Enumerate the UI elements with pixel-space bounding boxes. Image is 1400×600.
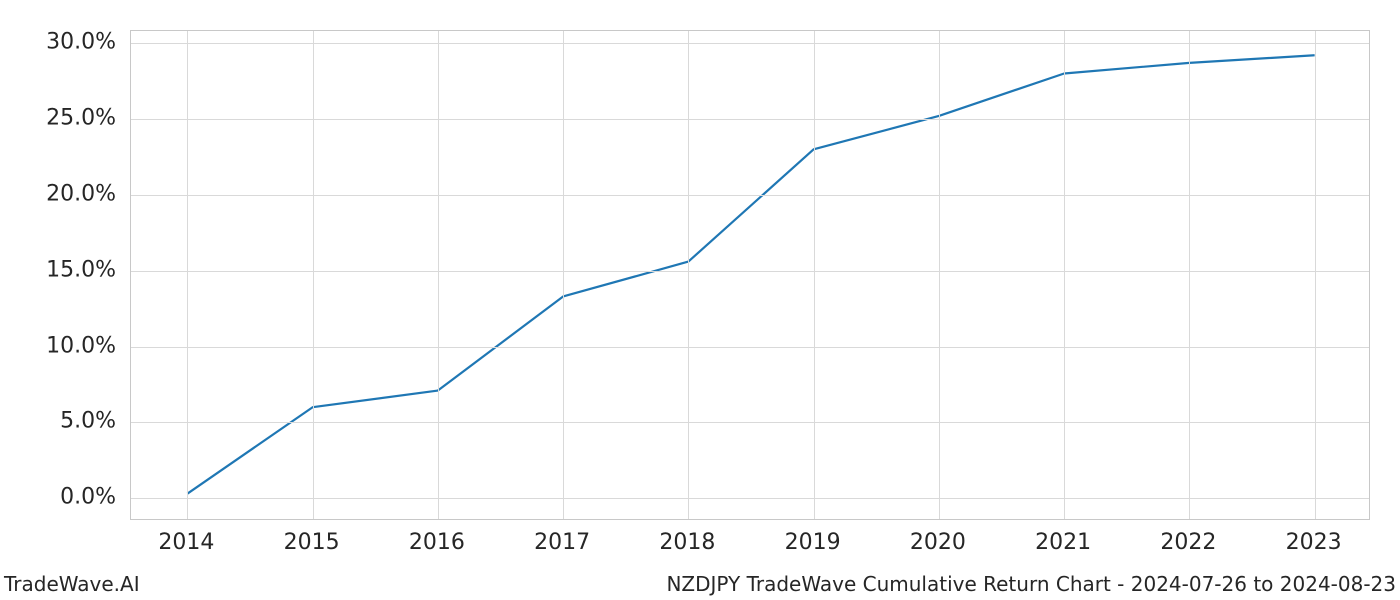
x-tick-label: 2014 (158, 530, 214, 555)
x-tick-label: 2022 (1160, 530, 1216, 555)
grid-vertical (1064, 31, 1065, 519)
grid-vertical (1189, 31, 1190, 519)
footer-right-text: NZDJPY TradeWave Cumulative Return Chart… (666, 572, 1396, 596)
chart-canvas: { "chart": { "type": "line", "width_px":… (0, 0, 1400, 600)
plot-area (130, 30, 1370, 520)
y-tick-label: 15.0% (0, 257, 116, 282)
grid-vertical (1315, 31, 1316, 519)
grid-vertical (688, 31, 689, 519)
grid-horizontal (131, 195, 1369, 196)
y-tick-label: 5.0% (0, 409, 116, 434)
grid-vertical (563, 31, 564, 519)
footer-left-text: TradeWave.AI (4, 572, 140, 596)
grid-vertical (313, 31, 314, 519)
x-tick-label: 2015 (284, 530, 340, 555)
grid-horizontal (131, 43, 1369, 44)
grid-vertical (939, 31, 940, 519)
y-tick-label: 20.0% (0, 181, 116, 206)
x-tick-label: 2018 (659, 530, 715, 555)
grid-horizontal (131, 422, 1369, 423)
grid-vertical (187, 31, 188, 519)
x-tick-label: 2017 (534, 530, 590, 555)
y-tick-label: 10.0% (0, 333, 116, 358)
line-chart-svg (131, 31, 1371, 521)
grid-horizontal (131, 271, 1369, 272)
grid-horizontal (131, 498, 1369, 499)
y-tick-label: 30.0% (0, 30, 116, 55)
x-tick-label: 2021 (1035, 530, 1091, 555)
cumulative-return-line (187, 55, 1314, 493)
x-tick-label: 2020 (910, 530, 966, 555)
x-tick-label: 2019 (785, 530, 841, 555)
grid-horizontal (131, 119, 1369, 120)
y-tick-label: 0.0% (0, 485, 116, 510)
x-tick-label: 2016 (409, 530, 465, 555)
x-tick-label: 2023 (1286, 530, 1342, 555)
grid-vertical (438, 31, 439, 519)
y-tick-label: 25.0% (0, 105, 116, 130)
grid-horizontal (131, 347, 1369, 348)
grid-vertical (814, 31, 815, 519)
